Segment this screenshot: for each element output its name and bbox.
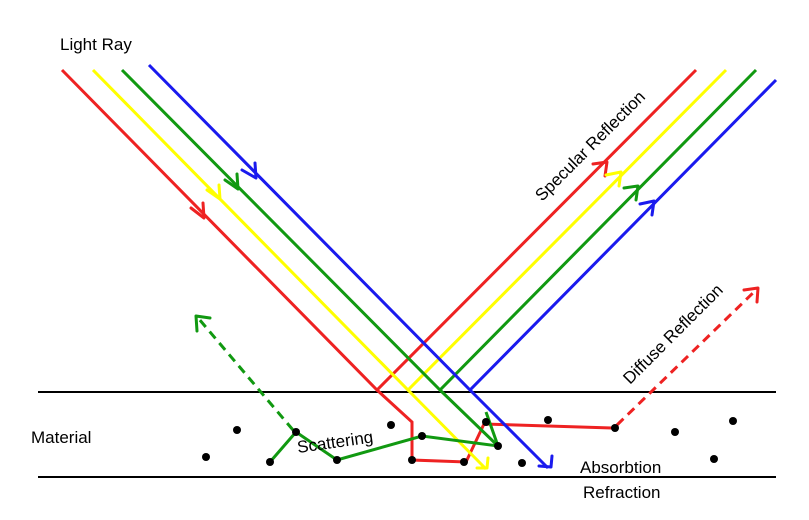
particle — [418, 432, 426, 440]
particle — [460, 458, 468, 466]
particle — [494, 442, 502, 450]
arrowhead-green-diffuse — [194, 314, 212, 333]
particle — [518, 459, 526, 467]
particle — [202, 453, 210, 461]
label-light-ray: Light Ray — [60, 35, 132, 54]
particle — [292, 428, 300, 436]
arrowhead-yellow-incident — [205, 183, 222, 201]
particle — [387, 421, 395, 429]
refracted-ray-blue — [468, 388, 550, 470]
particle — [266, 458, 274, 466]
diffuse-reflection-ray-red — [615, 289, 757, 427]
scattering-path — [268, 411, 501, 463]
arrowhead-green-incident — [223, 172, 240, 191]
incident-ray-red — [60, 68, 698, 393]
arrowhead-red-specular — [591, 160, 609, 178]
particle — [729, 417, 737, 425]
diffuse-scatter-ray-green — [197, 318, 295, 431]
absorption-mark-blue — [537, 454, 554, 469]
arrowhead-red-incident — [189, 201, 206, 220]
arrowhead-yellow-specular — [604, 170, 623, 188]
particle — [671, 428, 679, 436]
particle — [544, 416, 552, 424]
particle — [233, 426, 241, 434]
absorption-mark-yellow — [475, 456, 490, 470]
particle — [333, 456, 341, 464]
arrowhead-green-specular — [622, 184, 640, 202]
label-refraction: Refraction — [583, 483, 660, 502]
material-particles — [202, 416, 737, 467]
refracted-ray-green — [438, 388, 500, 448]
particle — [611, 424, 619, 432]
particle — [482, 418, 490, 426]
refracted-ray-red — [375, 388, 613, 464]
arrowhead-blue-specular — [638, 199, 656, 217]
particle — [408, 456, 416, 464]
arrowhead-blue-incident — [240, 161, 258, 180]
label-absorbtion: Absorbtion — [580, 458, 661, 477]
label-material: Material — [31, 428, 91, 447]
particle — [710, 455, 718, 463]
refracted-ray-yellow — [406, 388, 488, 471]
refracted-rays — [375, 388, 613, 471]
arrowhead-red-diffuse — [742, 286, 760, 304]
